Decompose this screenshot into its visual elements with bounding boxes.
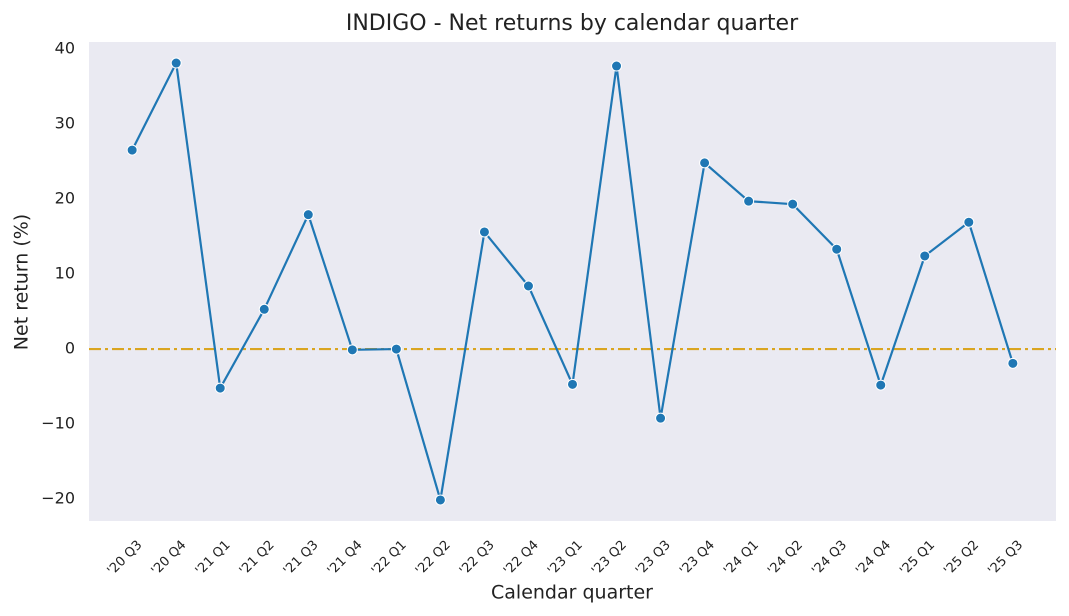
y-tick-label: 40 (55, 38, 75, 57)
data-point (611, 60, 623, 72)
data-point (787, 198, 799, 210)
x-tick-label: '20 Q3 (105, 538, 146, 579)
data-point (831, 243, 843, 255)
x-axis-label: Calendar quarter (491, 582, 653, 604)
y-tick-label: 30 (55, 113, 75, 132)
x-tick-label: '23 Q1 (545, 538, 586, 579)
x-tick-label: '24 Q1 (721, 538, 762, 579)
data-point (699, 157, 711, 169)
data-point (655, 412, 667, 424)
x-tick-label: '23 Q4 (677, 538, 718, 579)
x-tick-label: '23 Q3 (633, 538, 674, 579)
chart-title: INDIGO - Net returns by calendar quarter (346, 11, 799, 36)
x-tick-label: '21 Q3 (281, 538, 322, 579)
data-point (390, 343, 402, 355)
x-tick-label: '21 Q2 (237, 538, 278, 579)
data-point (170, 57, 182, 69)
x-tick-label: '25 Q2 (941, 538, 982, 579)
data-point (126, 144, 138, 156)
data-point (346, 344, 358, 356)
x-tick-label: '22 Q4 (501, 538, 542, 579)
x-tick-label: '22 Q2 (413, 538, 454, 579)
x-tick-label: '24 Q2 (765, 538, 806, 579)
data-point (434, 494, 446, 506)
x-tick-label: '25 Q3 (985, 538, 1026, 579)
data-point (567, 378, 578, 390)
data-point (743, 195, 755, 207)
data-point (919, 250, 931, 262)
data-point (302, 209, 314, 221)
data-point (214, 382, 226, 394)
data-point (478, 226, 490, 238)
data-point (1007, 357, 1019, 369)
y-tick-label: 0 (65, 339, 75, 358)
x-tick-label: '23 Q2 (589, 538, 630, 579)
x-tick-label: '22 Q1 (369, 538, 410, 579)
y-tick-label: −20 (41, 489, 75, 508)
y-axis-label: Net return (%) (11, 214, 33, 350)
x-tick-label: '20 Q4 (149, 538, 190, 579)
y-tick-label: 20 (55, 188, 75, 207)
x-tick-label: '21 Q1 (193, 538, 234, 579)
plot-background (89, 42, 1056, 521)
data-point (963, 216, 975, 228)
x-tick-label: '22 Q3 (457, 538, 498, 579)
data-point (875, 379, 887, 391)
x-tick-label: '24 Q4 (853, 538, 894, 579)
data-point (522, 280, 534, 292)
x-tick-label: '25 Q1 (897, 538, 938, 579)
data-point (258, 303, 270, 315)
x-tick-label: '21 Q4 (325, 538, 366, 579)
y-tick-label: −10 (41, 414, 75, 433)
y-tick-label: 10 (55, 263, 75, 282)
x-tick-label: '24 Q3 (809, 538, 850, 579)
